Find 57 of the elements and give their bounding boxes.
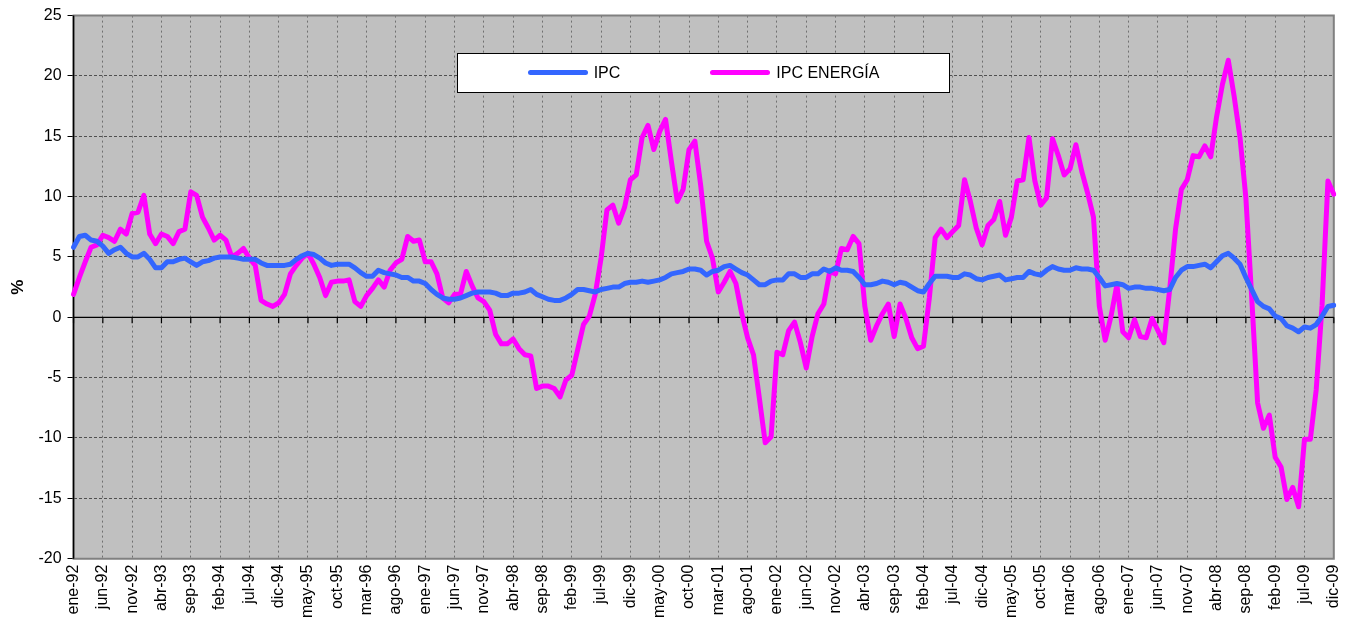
- x-tick-label: dic-94: [269, 564, 287, 609]
- x-tick-label: ago-01: [738, 564, 756, 615]
- x-tick-label: oct-00: [679, 564, 697, 610]
- x-tick-label: jul-04: [943, 564, 961, 605]
- x-tick-label: nov-02: [825, 564, 843, 614]
- x-tick-label: jun-02: [796, 564, 814, 611]
- x-tick-label: jun-07: [1148, 564, 1166, 611]
- x-tick-label: mar-01: [708, 564, 726, 616]
- y-tick-label: 15: [43, 126, 62, 144]
- x-tick-label: abr-98: [503, 564, 521, 611]
- x-tick-label: oct-95: [327, 564, 345, 610]
- x-tick-label: jul-99: [591, 564, 609, 605]
- y-tick-label: 25: [43, 6, 62, 24]
- x-tick-label: sep-93: [181, 564, 199, 614]
- x-tick-label: abr-08: [1206, 564, 1224, 611]
- y-tick-label: 20: [43, 66, 62, 84]
- x-tick-label: feb-09: [1265, 564, 1283, 611]
- legend-label: IPC: [593, 63, 621, 82]
- x-tick-label: jul-09: [1294, 564, 1312, 605]
- x-tick-label: dic-09: [1324, 564, 1342, 609]
- x-tick-label: feb-04: [913, 564, 931, 611]
- y-tick-label: -15: [38, 488, 62, 506]
- x-tick-label: mar-96: [357, 564, 375, 616]
- y-tick-label: 0: [52, 307, 62, 325]
- legend-label: IPC ENERGÍA: [776, 63, 880, 82]
- x-tick-label: nov-97: [474, 564, 492, 614]
- x-tick-label: may-95: [298, 564, 316, 619]
- x-tick-label: sep-98: [532, 564, 550, 614]
- x-tick-label: ago-06: [1089, 564, 1107, 615]
- x-tick-label: may-00: [650, 564, 668, 619]
- x-tick-label: ago-96: [386, 564, 404, 615]
- x-tick-label: ene-07: [1119, 564, 1137, 615]
- x-tick-label: nov-07: [1177, 564, 1195, 614]
- x-tick-label: jun-97: [444, 564, 462, 611]
- x-tick-label: feb-94: [210, 564, 228, 611]
- x-tick-label: sep-08: [1236, 564, 1254, 614]
- x-tick-label: ene-97: [415, 564, 433, 615]
- y-tick-label: 10: [43, 187, 62, 205]
- x-tick-label: nov-92: [122, 564, 140, 614]
- x-tick-label: ene-92: [63, 564, 81, 615]
- y-axis-title: %: [7, 279, 27, 295]
- x-tick-label: abr-03: [855, 564, 873, 611]
- y-tick-label: -20: [38, 549, 62, 567]
- x-tick-label: may-05: [1001, 564, 1019, 619]
- x-tick-label: dic-04: [972, 564, 990, 609]
- y-tick-label: 5: [52, 247, 62, 265]
- x-tick-label: ene-02: [767, 564, 785, 615]
- x-tick-label: oct-05: [1031, 564, 1049, 610]
- x-tick-label: feb-99: [562, 564, 580, 611]
- x-tick-label: mar-06: [1060, 564, 1078, 616]
- x-tick-label: abr-93: [151, 564, 169, 611]
- x-tick-label: jul-94: [239, 564, 257, 605]
- x-tick-label: jun-92: [93, 564, 111, 611]
- x-tick-label: sep-03: [884, 564, 902, 614]
- y-tick-label: -10: [38, 428, 62, 446]
- y-tick-label: -5: [47, 368, 62, 386]
- x-tick-label: dic-99: [620, 564, 638, 609]
